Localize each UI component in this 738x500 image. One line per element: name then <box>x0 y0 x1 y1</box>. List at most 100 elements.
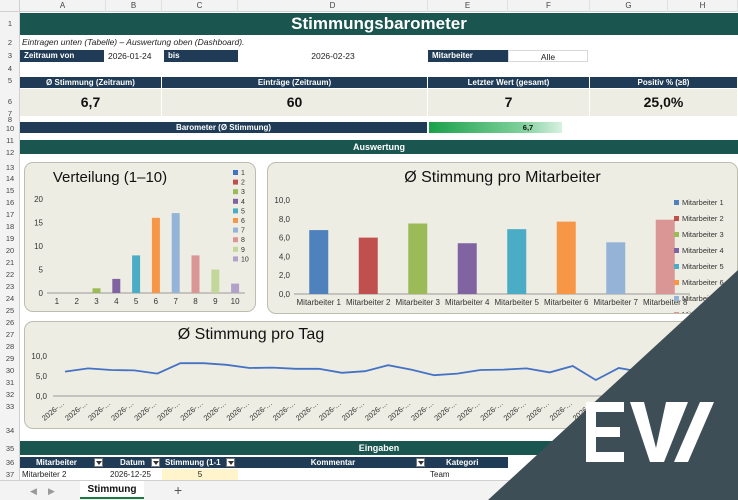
y-tick-label: 6,0 <box>279 234 291 243</box>
row-header[interactable]: 23 <box>5 282 15 291</box>
row-header[interactable]: 3 <box>7 51 13 60</box>
column-header-d[interactable]: D <box>238 0 428 12</box>
row-header[interactable]: 36 <box>5 458 15 467</box>
table-cell-employee[interactable]: Mitarbeiter 2 <box>22 470 67 479</box>
employee-chart[interactable]: Ø Stimmung pro Mitarbeiter 0,0 2,0 4,0 6,0 8… <box>267 162 738 314</box>
column-header-g[interactable]: G <box>590 0 668 12</box>
x-tick-label: Mitarbeiter 7 <box>594 298 639 307</box>
legend-label: 4 <box>241 199 245 206</box>
legend-swatch <box>233 198 238 204</box>
date-from-label: Zeitraum von <box>20 50 104 62</box>
row-header[interactable]: 24 <box>5 294 15 303</box>
row-header[interactable]: 33 <box>5 402 15 411</box>
kpi-avg-label: Ø Stimmung (Zeitraum) <box>20 77 162 88</box>
row-header[interactable]: 13 <box>5 163 15 172</box>
row-header[interactable]: 8 <box>7 115 13 124</box>
filter-dropdown-icon[interactable] <box>94 458 103 467</box>
row-header[interactable]: 32 <box>5 390 15 399</box>
table-header-mood[interactable]: Stimmung (1-1 <box>162 457 238 468</box>
row-header[interactable]: 37 <box>5 470 15 479</box>
y-tick-label: 10,0 <box>31 352 47 361</box>
row-header[interactable]: 30 <box>5 366 15 375</box>
employee-filter-cell[interactable]: Alle <box>508 50 588 62</box>
distribution-bar <box>151 217 160 293</box>
row-header[interactable]: 26 <box>5 318 15 327</box>
filter-dropdown-icon[interactable] <box>151 458 160 467</box>
filter-dropdown-icon[interactable] <box>416 458 425 467</box>
row-header[interactable]: 29 <box>5 354 15 363</box>
date-from-cell[interactable]: 2026-01-24 <box>108 51 152 61</box>
distribution-plot: 0 5 10 15 20 1 2 3 4 5 6 7 8 9 10 1 2 3 4 5 6 7 8 9 10 <box>34 170 249 306</box>
y-tick-label: 0,0 <box>279 290 291 299</box>
select-all-corner[interactable] <box>0 0 20 12</box>
employee-bar <box>457 243 477 294</box>
add-sheet-icon[interactable]: + <box>174 482 183 498</box>
row-header[interactable]: 6 <box>7 97 13 106</box>
legend-swatch <box>674 216 679 221</box>
row-header[interactable]: 4 <box>7 64 13 73</box>
row-header[interactable]: 25 <box>5 306 15 315</box>
column-header-b[interactable]: B <box>106 0 162 12</box>
row-header[interactable]: 34 <box>5 426 15 435</box>
row-header[interactable]: 12 <box>5 148 15 157</box>
column-header-a[interactable]: A <box>20 0 106 12</box>
x-tick-label: 2026-… <box>340 399 366 423</box>
x-tick-label: 2026-… <box>409 399 435 423</box>
prev-sheet-icon[interactable]: ◀ <box>30 486 37 496</box>
date-to-cell[interactable]: 2026-02-23 <box>311 51 355 61</box>
row-header[interactable]: 21 <box>5 258 15 267</box>
row-header[interactable]: 27 <box>5 330 15 339</box>
y-tick-label: 15 <box>34 219 43 228</box>
row-header[interactable]: 2 <box>7 38 13 47</box>
legend-swatch <box>233 237 238 243</box>
column-header-f[interactable]: F <box>508 0 590 12</box>
kpi-positive-value: 25,0% <box>590 89 738 116</box>
row-header[interactable]: 11 <box>6 136 14 145</box>
legend-swatch <box>674 232 679 237</box>
legend-label: 5 <box>241 208 245 215</box>
table-header-date-label: Datum <box>120 458 145 467</box>
table-cell-mood[interactable]: 5 <box>162 469 238 480</box>
column-header-c[interactable]: C <box>162 0 238 12</box>
filter-dropdown-icon[interactable] <box>226 458 235 467</box>
row-header[interactable]: 31 <box>5 378 15 387</box>
row-header[interactable]: 7 <box>7 109 13 118</box>
table-header-comment[interactable]: Kommentar <box>238 457 428 468</box>
row-header[interactable]: 5 <box>7 76 13 85</box>
row-header[interactable]: 1 <box>7 19 13 28</box>
x-tick-label: 2026-… <box>317 399 343 423</box>
kpi-avg-value: 6,7 <box>20 89 162 116</box>
row-header[interactable]: 35 <box>5 444 15 453</box>
table-cell-category[interactable]: Team <box>430 470 450 479</box>
legend-swatch <box>674 280 679 285</box>
distribution-chart[interactable]: Verteilung (1–10) 0 5 10 15 20 1 2 3 4 5 6 7 8 9 10 1 2 3… <box>24 162 256 312</box>
next-sheet-icon[interactable]: ▶ <box>48 486 55 496</box>
row-header-bar: 1 2 3 4 5 6 7 8 9 10 11 12 13 14 15 16 1… <box>0 12 20 480</box>
table-header-date[interactable]: Datum <box>106 457 162 468</box>
column-header-h[interactable]: H <box>668 0 738 12</box>
y-tick-label: 8,0 <box>279 215 291 224</box>
row-header[interactable]: 10 <box>5 124 15 133</box>
sheet-tab-stimmung[interactable]: Stimmung <box>80 481 144 499</box>
table-header-employee[interactable]: Mitarbeiter <box>20 457 106 468</box>
table-header-category[interactable]: Kategori <box>428 457 508 468</box>
x-tick-label: Mitarbeiter 4 <box>445 298 490 307</box>
row-header[interactable]: 15 <box>5 186 15 195</box>
row-header[interactable]: 14 <box>5 174 15 183</box>
y-tick-label: 10,0 <box>274 196 290 205</box>
row-header[interactable]: 18 <box>5 222 15 231</box>
row-header[interactable]: 20 <box>5 246 15 255</box>
row-header[interactable]: 19 <box>5 234 15 243</box>
employee-bar <box>556 221 576 294</box>
legend-swatch <box>233 189 238 195</box>
row-header[interactable]: 17 <box>5 210 15 219</box>
x-tick-label: 9 <box>213 297 218 306</box>
row-header[interactable]: 28 <box>5 342 15 351</box>
row-header[interactable]: 16 <box>5 198 15 207</box>
legend-label: 3 <box>241 189 245 196</box>
table-cell-date[interactable]: 2026-12-25 <box>110 470 151 479</box>
row-header[interactable]: 22 <box>5 270 15 279</box>
column-header-e[interactable]: E <box>428 0 508 12</box>
x-tick-label: Mitarbeiter 2 <box>346 298 391 307</box>
legend-label: Mitarbeiter 4 <box>682 246 724 255</box>
